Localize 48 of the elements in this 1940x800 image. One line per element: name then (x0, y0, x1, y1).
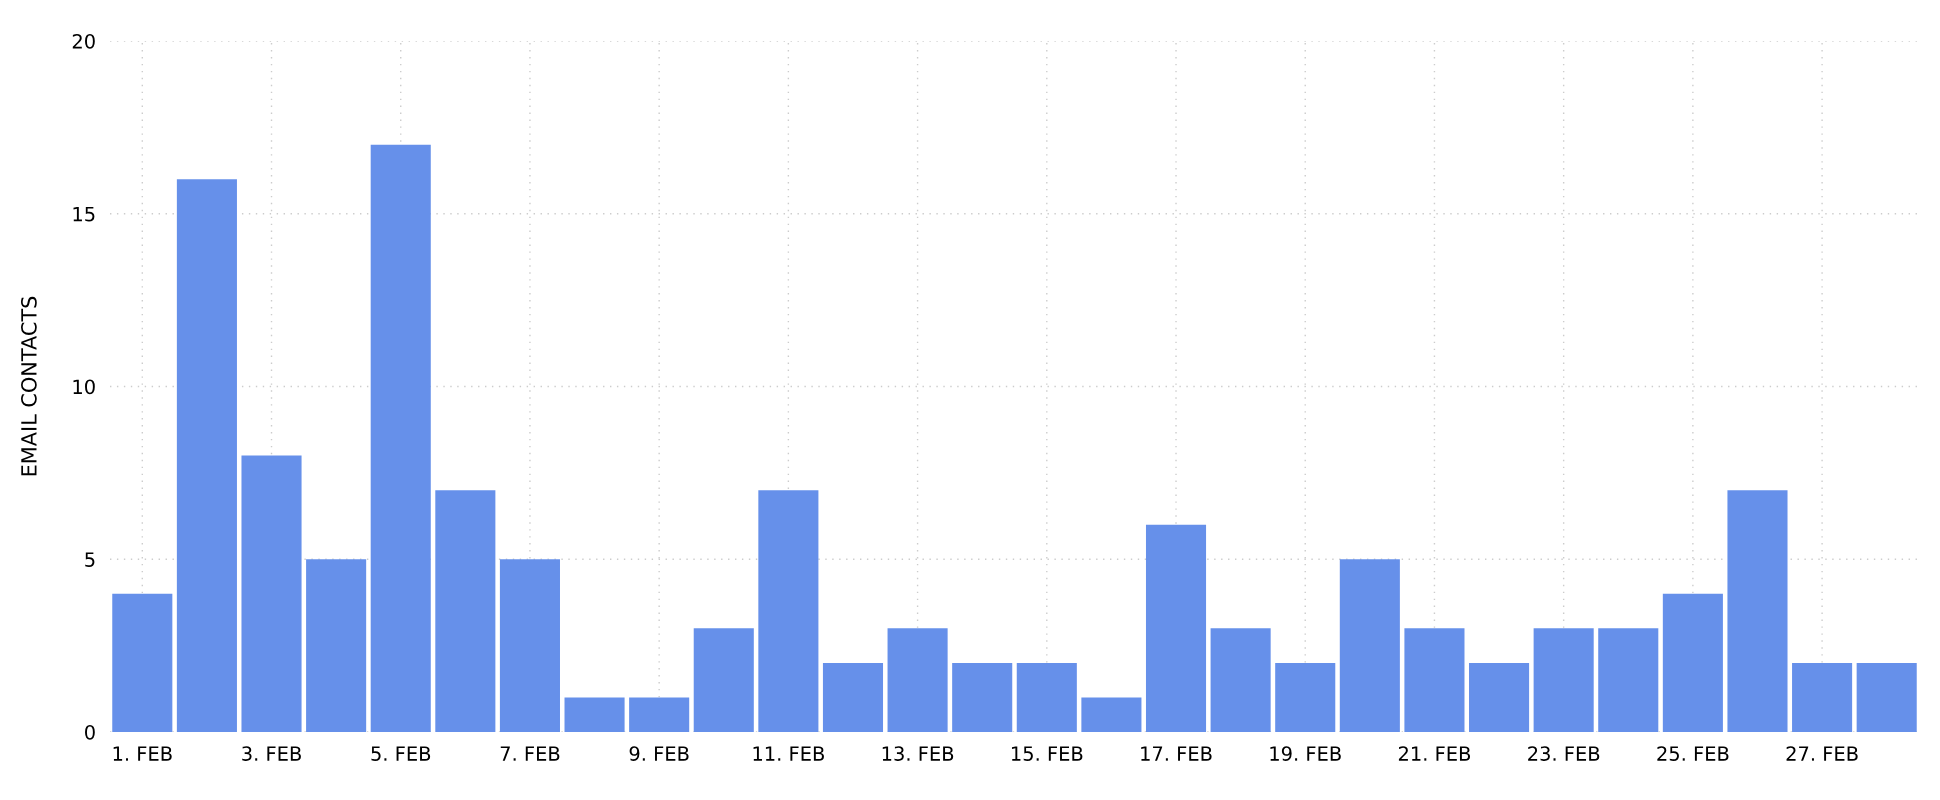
bar (822, 662, 884, 732)
bar (887, 628, 948, 732)
bar (1598, 628, 1659, 732)
bar (629, 697, 690, 732)
bar (1016, 662, 1077, 732)
bar (176, 179, 237, 732)
x-tick-label: 7. FEB (500, 746, 560, 761)
bar (693, 628, 754, 732)
x-tick-label: 25. FEB (1657, 746, 1729, 761)
x-tick-label: 19. FEB (1270, 746, 1341, 761)
x-tick-label: 1. FEB (113, 746, 172, 761)
x-tick-label: 21. FEB (1398, 746, 1471, 761)
bar (1469, 662, 1530, 732)
bar (1081, 697, 1142, 732)
x-tick-label: 23. FEB (1528, 746, 1600, 761)
x-tick-label: 5. FEB (371, 746, 431, 761)
bar (306, 559, 367, 732)
x-tick-label: 11. FEB (753, 746, 824, 761)
bar (758, 490, 819, 732)
x-tick-label: 3. FEB (242, 746, 301, 761)
y-tick-label: 10 (73, 379, 95, 395)
bar (1275, 662, 1336, 732)
bar (1145, 524, 1207, 732)
bar (1533, 628, 1594, 732)
bar (435, 490, 496, 732)
bar (1727, 490, 1788, 732)
y-tick-label: 5 (85, 552, 95, 567)
bar (112, 593, 173, 732)
bar (370, 144, 431, 732)
bar (1210, 628, 1271, 732)
x-tick-label: 17. FEB (1141, 746, 1212, 761)
bar (564, 697, 625, 732)
y-axis-title: EMAIL CONTACTS (21, 296, 37, 476)
bar (1856, 662, 1917, 732)
bar (952, 662, 1013, 732)
y-tick-label: 15 (73, 206, 95, 222)
bar (1792, 662, 1853, 732)
y-tick-label: 20 (72, 33, 95, 49)
bar (241, 455, 302, 732)
x-tick-label: 9. FEB (629, 746, 689, 761)
x-tick-label: 15. FEB (1011, 746, 1083, 761)
bar (1339, 559, 1400, 732)
bar (1404, 628, 1465, 732)
x-tick-label: 27. FEB (1786, 746, 1858, 761)
x-tick-label: 13. FEB (882, 746, 954, 761)
bar (1662, 593, 1723, 732)
y-tick-label: 0 (85, 724, 95, 740)
bar (499, 559, 560, 732)
